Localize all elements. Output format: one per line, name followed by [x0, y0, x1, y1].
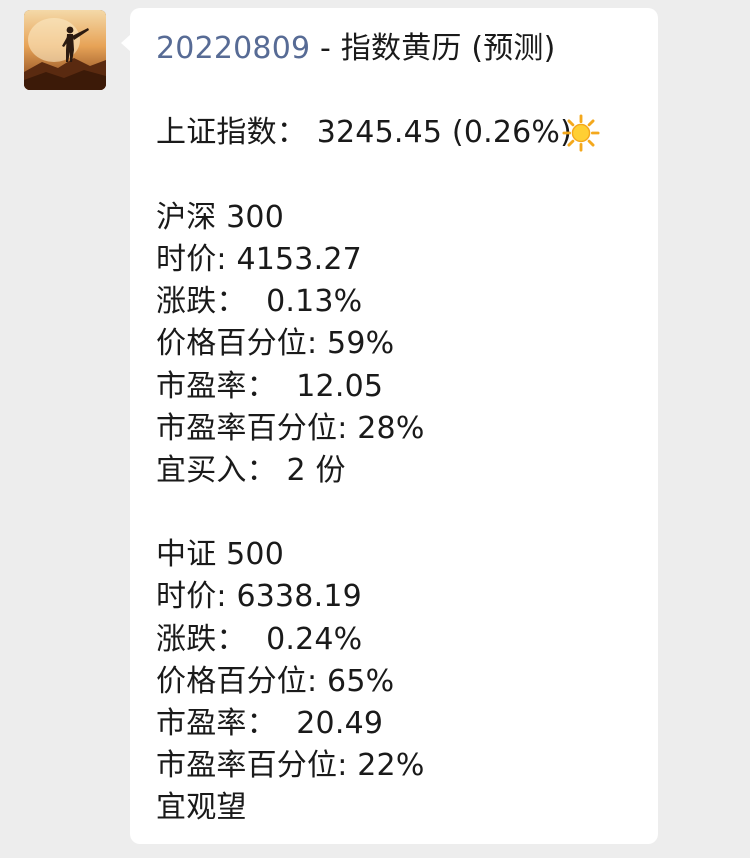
sun-icon	[562, 29, 600, 152]
zz500-price: 时价: 6338.19	[156, 579, 362, 615]
hs300-price: 时价: 4153.27	[156, 241, 362, 277]
zz500-pe-percentile: 市盈率百分位: 22%	[156, 748, 425, 784]
hs300-pe-percentile: 市盈率百分位: 28%	[156, 410, 425, 446]
headline-title: - 指数黄历 (预测)	[310, 31, 556, 66]
zz500-pe: 市盈率： 20.49	[156, 706, 384, 741]
message-bubble[interactable]: 20220809 - 指数黄历 (预测) 上证指数： 3245.45 (0.26…	[121, 8, 658, 844]
hs300-advice: 宜买入： 2 份	[156, 452, 346, 488]
zz500-change: 涨跌： 0.24%	[156, 621, 363, 657]
zz500-name: 中证 500	[156, 537, 284, 573]
zz500-price-percentile: 价格百分位: 65%	[156, 663, 395, 699]
avatar[interactable]	[24, 10, 106, 90]
hs300-price-percentile: 价格百分位: 59%	[156, 326, 395, 362]
hs300-pe: 市盈率： 12.05	[156, 368, 384, 404]
zz500-advice: 宜观望	[156, 790, 247, 826]
sh-index-line: 上证指数： 3245.45 (0.26%)	[156, 115, 573, 151]
spacer	[156, 492, 634, 534]
avatar-image	[24, 10, 106, 90]
hs300-change: 涨跌： 0.13%	[156, 284, 363, 320]
message-headline: 20220809 - 指数黄历 (预测)	[156, 28, 634, 152]
date-link[interactable]: 20220809	[156, 31, 311, 66]
hs300-name: 沪深 300	[156, 199, 284, 235]
